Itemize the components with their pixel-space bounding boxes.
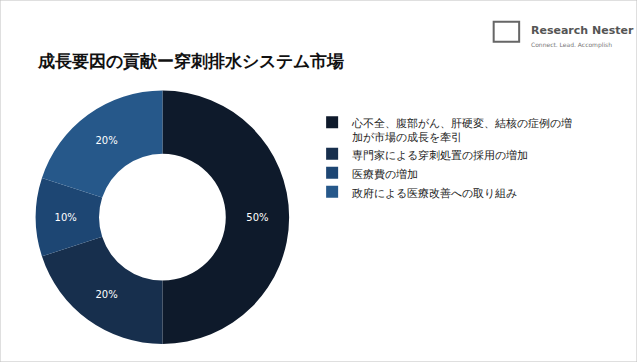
svg-text:心不全、腹部がん、肝硬変、結核の症例の増加が市場の成長を牽引: 心不全、腹部がん、肝硬変、結核の症例の増加が市場の成長を牽引 bbox=[351, 117, 572, 144]
svg-text:10%: 10% bbox=[55, 212, 77, 223]
svg-text:50%: 50% bbox=[246, 212, 268, 223]
svg-text:成長要因の貢献ー穿刺排水システム市場: 成長要因の貢献ー穿刺排水システム市場 bbox=[37, 51, 344, 71]
svg-text:政府による医療改善への取り組み: 政府による医療改善への取り組み bbox=[352, 187, 517, 200]
svg-text:Research Nester: Research Nester bbox=[531, 24, 634, 37]
svg-text:医療費の増加: 医療費の増加 bbox=[352, 168, 418, 181]
svg-text:20%: 20% bbox=[95, 135, 117, 146]
svg-text:Connect. Lead. Accomplish: Connect. Lead. Accomplish bbox=[531, 41, 612, 49]
svg-text:20%: 20% bbox=[95, 289, 117, 300]
svg-text:専門家による穿刺処置の採用の増加: 専門家による穿刺処置の採用の増加 bbox=[352, 149, 528, 162]
